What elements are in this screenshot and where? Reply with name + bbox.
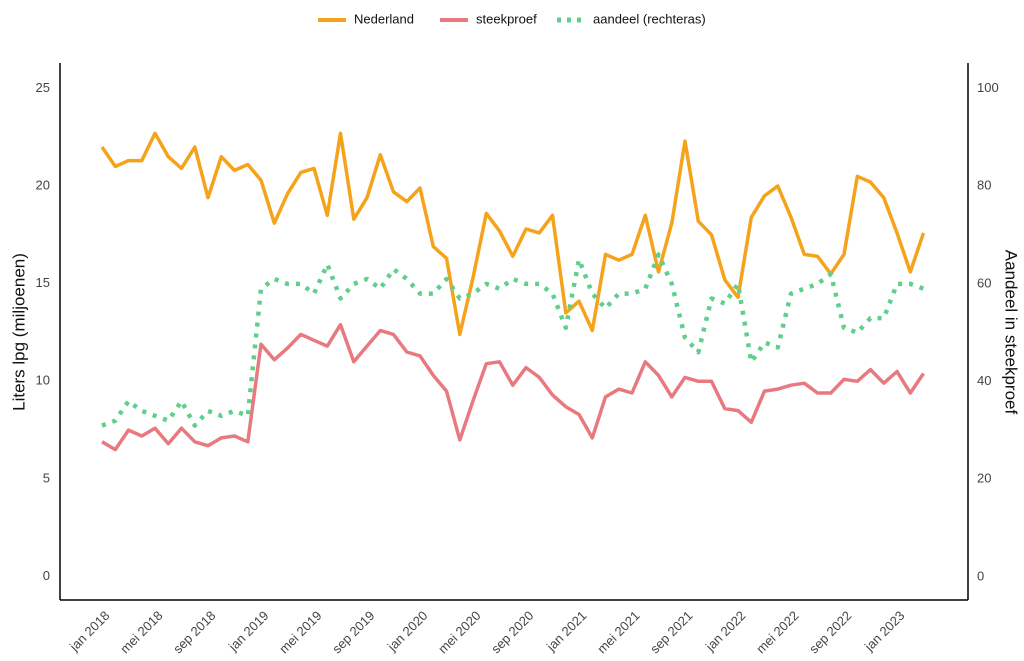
- x-tick-label: sep 2019: [329, 608, 377, 656]
- y-tick-label: 20: [36, 177, 50, 192]
- x-tick-label: sep 2020: [488, 608, 536, 656]
- y-axis-title: Liters lpg (miljoenen): [9, 253, 28, 411]
- series-line: [101, 322, 925, 452]
- x-tick-label: jan 2023: [861, 608, 908, 655]
- series-line: [101, 252, 925, 428]
- x-tick-label: jan 2021: [543, 608, 590, 655]
- legend: Nederland steekproef aandeel (rechteras): [318, 11, 706, 26]
- x-tick-label: mei 2019: [276, 608, 324, 656]
- y2-axis-title: Aandeel in steekproef: [1002, 250, 1021, 415]
- x-tick-label: jan 2020: [384, 608, 431, 655]
- x-tick-label: jan 2018: [66, 608, 113, 655]
- y-tick-label: 15: [36, 275, 50, 290]
- series-line: [100, 131, 926, 337]
- y2-tick-label: 80: [977, 178, 991, 193]
- x-tick-label: mei 2018: [117, 608, 165, 656]
- y-tick-label: 5: [43, 470, 50, 485]
- x-tick-label: mei 2020: [435, 608, 483, 656]
- y2-tick-label: 60: [977, 275, 991, 290]
- x-tick-label: mei 2021: [594, 608, 642, 656]
- x-tick-label: sep 2018: [170, 608, 218, 656]
- x-tick-label: mei 2022: [753, 608, 801, 656]
- legend-label: steekproef: [476, 11, 537, 26]
- x-tick-label: jan 2022: [702, 608, 749, 655]
- x-tick-label: sep 2022: [806, 608, 854, 656]
- y-tick-label: 0: [43, 568, 50, 583]
- y2-tick-label: 0: [977, 568, 984, 583]
- legend-label: Nederland: [354, 11, 414, 26]
- y2-tick-label: 40: [977, 373, 991, 388]
- legend-label: aandeel (rechteras): [593, 11, 706, 26]
- x-tick-label: jan 2019: [225, 608, 272, 655]
- x-tick-label: sep 2021: [647, 608, 695, 656]
- y2-tick-label: 20: [977, 471, 991, 486]
- y-tick-label: 25: [36, 80, 50, 95]
- y-tick-label: 10: [36, 373, 50, 388]
- y2-tick-label: 100: [977, 80, 999, 95]
